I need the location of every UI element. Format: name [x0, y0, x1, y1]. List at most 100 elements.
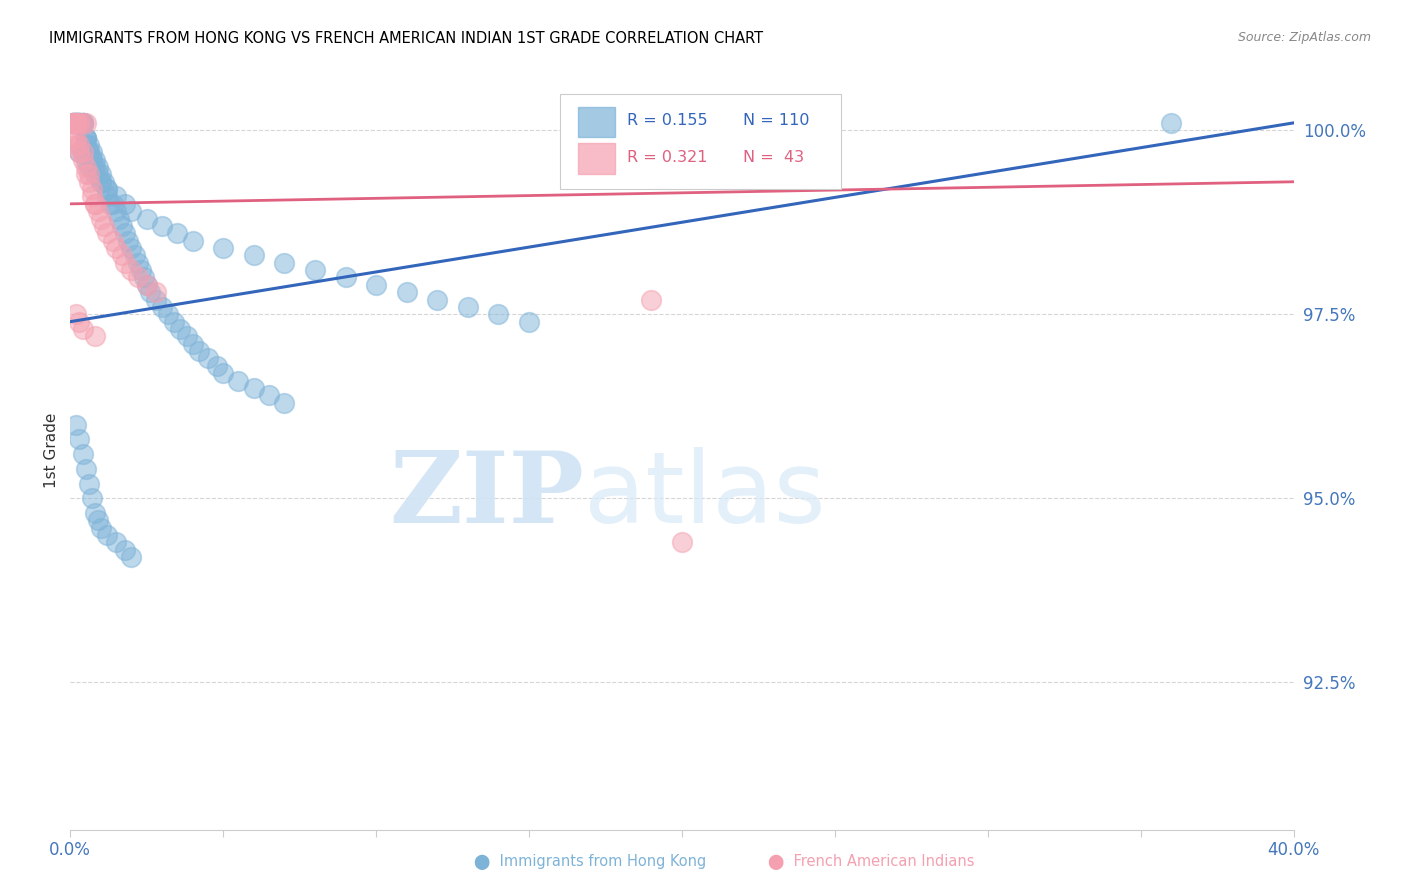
- Point: [72, 145, 94, 160]
- Point: [145, 285, 167, 300]
- Point: [75, 116, 97, 130]
- Point: [335, 270, 357, 285]
- Text: N = 110: N = 110: [744, 113, 810, 128]
- Point: [69, 145, 91, 160]
- Point: [69, 145, 91, 160]
- Point: [62, 116, 84, 130]
- Point: [117, 234, 139, 248]
- Point: [205, 359, 228, 373]
- Point: [90, 168, 112, 182]
- Point: [72, 116, 94, 130]
- Point: [65, 116, 87, 130]
- Point: [62, 130, 84, 145]
- Point: [257, 388, 280, 402]
- Point: [101, 197, 124, 211]
- Point: [83, 168, 105, 182]
- Point: [77, 175, 100, 189]
- Point: [105, 189, 128, 203]
- Point: [72, 153, 94, 167]
- Text: IMMIGRANTS FROM HONG KONG VS FRENCH AMERICAN INDIAN 1ST GRADE CORRELATION CHART: IMMIGRANTS FROM HONG KONG VS FRENCH AMER…: [49, 31, 763, 46]
- Point: [75, 130, 97, 145]
- Point: [121, 550, 143, 565]
- Point: [157, 307, 180, 321]
- Point: [98, 197, 121, 211]
- Point: [426, 293, 449, 307]
- Point: [72, 116, 94, 130]
- Point: [87, 168, 110, 182]
- Point: [83, 197, 105, 211]
- Point: [69, 116, 91, 130]
- Point: [77, 145, 100, 160]
- Point: [80, 145, 103, 160]
- Point: [75, 168, 97, 182]
- Text: ⬤  Immigrants from Hong Kong: ⬤ Immigrants from Hong Kong: [474, 854, 707, 870]
- Point: [273, 395, 295, 409]
- Point: [90, 211, 112, 226]
- Text: ZIP: ZIP: [389, 448, 583, 544]
- Point: [77, 138, 100, 153]
- Point: [366, 277, 388, 292]
- Point: [65, 130, 87, 145]
- Point: [83, 506, 105, 520]
- Point: [83, 197, 105, 211]
- Point: [62, 116, 84, 130]
- Point: [72, 145, 94, 160]
- Bar: [578, 144, 614, 174]
- Point: [93, 219, 115, 233]
- Point: [114, 256, 136, 270]
- Point: [96, 182, 118, 196]
- Point: [243, 381, 266, 395]
- Point: [65, 116, 87, 130]
- Point: [69, 116, 91, 130]
- Point: [121, 241, 143, 255]
- Point: [77, 168, 100, 182]
- Point: [69, 116, 91, 130]
- Point: [77, 160, 100, 174]
- Point: [72, 322, 94, 336]
- Point: [145, 293, 167, 307]
- Point: [129, 263, 152, 277]
- Point: [72, 116, 94, 130]
- Point: [75, 130, 97, 145]
- Point: [69, 116, 91, 130]
- Point: [62, 116, 84, 130]
- Point: [83, 160, 105, 174]
- Point: [163, 315, 186, 329]
- Point: [304, 263, 326, 277]
- Point: [65, 116, 87, 130]
- Point: [80, 189, 103, 203]
- Bar: [578, 107, 614, 137]
- Point: [111, 248, 134, 262]
- Point: [176, 329, 198, 343]
- Point: [212, 241, 235, 255]
- Point: [181, 234, 204, 248]
- Point: [111, 219, 134, 233]
- Point: [166, 227, 188, 241]
- Point: [671, 535, 693, 549]
- Point: [75, 138, 97, 153]
- Text: R = 0.155: R = 0.155: [627, 113, 707, 128]
- Point: [62, 116, 84, 130]
- Point: [105, 535, 128, 549]
- Point: [87, 204, 110, 219]
- Point: [69, 116, 91, 130]
- Point: [62, 116, 84, 130]
- Point: [62, 116, 84, 130]
- Text: Source: ZipAtlas.com: Source: ZipAtlas.com: [1237, 31, 1371, 45]
- Point: [65, 116, 87, 130]
- Point: [75, 153, 97, 167]
- Point: [80, 153, 103, 167]
- Point: [121, 263, 143, 277]
- Point: [1160, 116, 1182, 130]
- Point: [90, 521, 112, 535]
- Point: [243, 248, 266, 262]
- Point: [197, 351, 219, 366]
- Point: [69, 116, 91, 130]
- Point: [80, 491, 103, 506]
- Point: [65, 307, 87, 321]
- Point: [65, 116, 87, 130]
- Point: [150, 300, 173, 314]
- Point: [65, 116, 87, 130]
- Point: [69, 116, 91, 130]
- Point: [69, 433, 91, 447]
